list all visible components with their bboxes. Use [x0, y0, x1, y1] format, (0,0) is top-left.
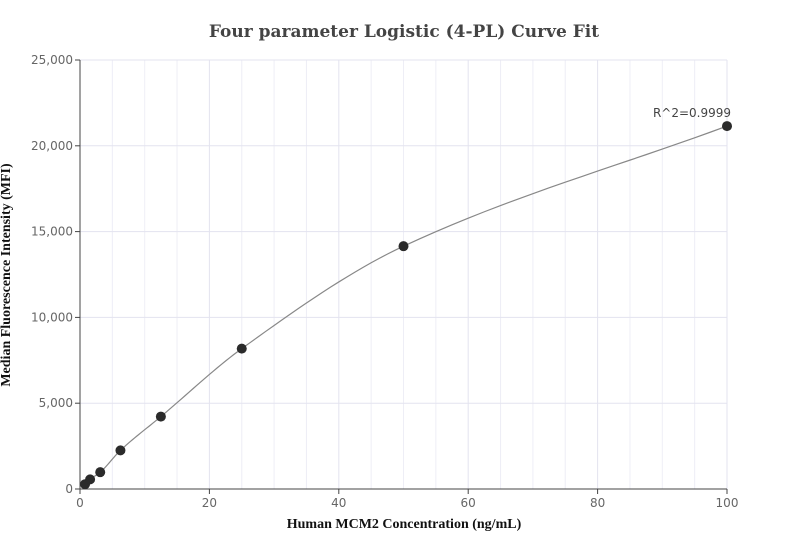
x-tick-label: 20: [202, 496, 217, 510]
annotation-layer: R^2=0.9999: [653, 106, 731, 120]
data-point: [155, 411, 166, 422]
x-tick-label: 0: [76, 496, 84, 510]
x-tick-label: 80: [590, 496, 605, 510]
x-tick-label: 60: [461, 496, 476, 510]
data-point: [95, 467, 106, 478]
data-point: [85, 474, 96, 485]
r-squared-label: R^2=0.9999: [653, 106, 731, 120]
y-tick-label: 10,000: [31, 310, 73, 324]
fit-curve-line: [84, 125, 728, 485]
x-tick-label: 40: [331, 496, 346, 510]
y-tick-label: 0: [65, 482, 73, 496]
data-point: [398, 241, 409, 252]
data-point: [115, 445, 126, 456]
data-points-layer: [80, 121, 732, 490]
y-tick-label: 5,000: [39, 396, 73, 410]
y-tick-label: 25,000: [31, 53, 73, 67]
data-point: [722, 121, 732, 132]
y-tick-label: 20,000: [31, 139, 73, 153]
chart-title: Four parameter Logistic (4-PL) Curve Fit: [208, 22, 600, 42]
fit-curve-layer: [84, 125, 728, 485]
grid-layer: [79, 59, 728, 489]
x-tick-label: 100: [716, 496, 739, 510]
data-point: [236, 343, 247, 354]
ticks-layer: 0 20 40 60 80 100 0 5,000 10,000 15,000 20,000 25,0…: [31, 53, 738, 510]
y-tick-label: 15,000: [31, 225, 73, 239]
y-axis-label: Median Fluorescence Intensity (MFI): [0, 163, 14, 387]
axes-layer: [79, 60, 727, 490]
x-axis-label: Human MCM2 Concentration (ng/mL): [286, 517, 522, 532]
